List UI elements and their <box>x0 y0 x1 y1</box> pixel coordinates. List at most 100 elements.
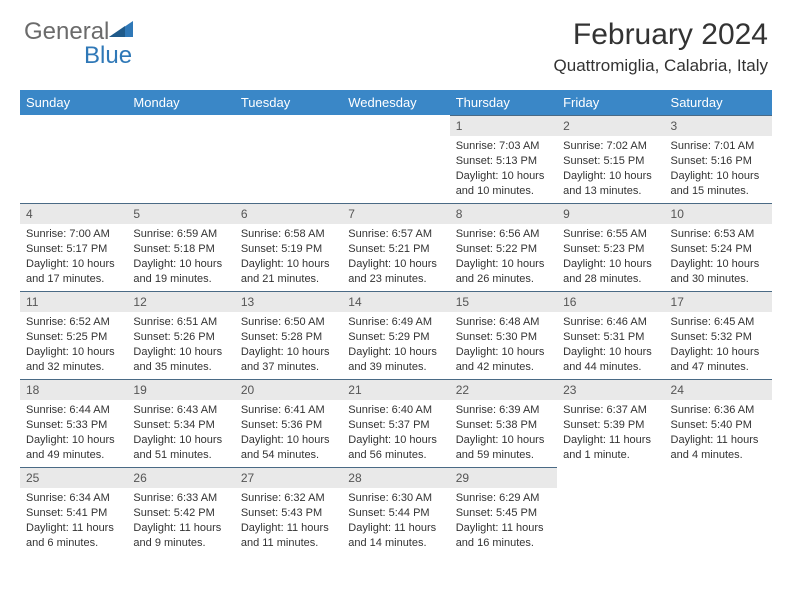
sunrise-line: Sunrise: 7:03 AM <box>456 139 551 154</box>
sunset-line: Sunset: 5:29 PM <box>348 330 443 345</box>
calendar-cell-empty <box>665 467 772 555</box>
calendar-cell: 1Sunrise: 7:03 AMSunset: 5:13 PMDaylight… <box>450 115 557 203</box>
calendar-cell-empty <box>557 467 664 555</box>
calendar-row: 1Sunrise: 7:03 AMSunset: 5:13 PMDaylight… <box>20 115 772 203</box>
calendar-cell: 3Sunrise: 7:01 AMSunset: 5:16 PMDaylight… <box>665 115 772 203</box>
daylight-line: Daylight: 11 hours and 4 minutes. <box>671 433 766 463</box>
day-number: 7 <box>342 203 449 224</box>
daylight-line: Daylight: 11 hours and 11 minutes. <box>241 521 336 551</box>
daylight-line: Daylight: 10 hours and 47 minutes. <box>671 345 766 375</box>
calendar-row: 25Sunrise: 6:34 AMSunset: 5:41 PMDayligh… <box>20 467 772 555</box>
day-body: Sunrise: 7:02 AMSunset: 5:15 PMDaylight:… <box>557 136 664 202</box>
weekday-header: Tuesday <box>235 90 342 115</box>
day-body: Sunrise: 7:03 AMSunset: 5:13 PMDaylight:… <box>450 136 557 202</box>
day-body: Sunrise: 6:41 AMSunset: 5:36 PMDaylight:… <box>235 400 342 466</box>
sunset-line: Sunset: 5:41 PM <box>26 506 121 521</box>
day-body: Sunrise: 6:29 AMSunset: 5:45 PMDaylight:… <box>450 488 557 554</box>
daylight-line: Daylight: 11 hours and 16 minutes. <box>456 521 551 551</box>
calendar-cell: 29Sunrise: 6:29 AMSunset: 5:45 PMDayligh… <box>450 467 557 555</box>
sunrise-line: Sunrise: 6:50 AM <box>241 315 336 330</box>
calendar-cell-empty <box>127 115 234 203</box>
day-number: 22 <box>450 379 557 400</box>
sunrise-line: Sunrise: 6:48 AM <box>456 315 551 330</box>
day-body: Sunrise: 6:30 AMSunset: 5:44 PMDaylight:… <box>342 488 449 554</box>
day-number: 5 <box>127 203 234 224</box>
day-body: Sunrise: 6:40 AMSunset: 5:37 PMDaylight:… <box>342 400 449 466</box>
day-number: 3 <box>665 115 772 136</box>
daylight-line: Daylight: 10 hours and 59 minutes. <box>456 433 551 463</box>
day-body: Sunrise: 6:34 AMSunset: 5:41 PMDaylight:… <box>20 488 127 554</box>
sunset-line: Sunset: 5:42 PM <box>133 506 228 521</box>
sunrise-line: Sunrise: 6:55 AM <box>563 227 658 242</box>
sunrise-line: Sunrise: 6:59 AM <box>133 227 228 242</box>
daylight-line: Daylight: 10 hours and 39 minutes. <box>348 345 443 375</box>
day-number: 1 <box>450 115 557 136</box>
calendar-cell: 25Sunrise: 6:34 AMSunset: 5:41 PMDayligh… <box>20 467 127 555</box>
sunset-line: Sunset: 5:40 PM <box>671 418 766 433</box>
sunset-line: Sunset: 5:28 PM <box>241 330 336 345</box>
day-number: 29 <box>450 467 557 488</box>
sunrise-line: Sunrise: 6:29 AM <box>456 491 551 506</box>
weekday-header: Wednesday <box>342 90 449 115</box>
sunrise-line: Sunrise: 6:41 AM <box>241 403 336 418</box>
sunrise-line: Sunrise: 6:32 AM <box>241 491 336 506</box>
calendar-cell: 18Sunrise: 6:44 AMSunset: 5:33 PMDayligh… <box>20 379 127 467</box>
day-number: 12 <box>127 291 234 312</box>
day-number: 28 <box>342 467 449 488</box>
sunset-line: Sunset: 5:38 PM <box>456 418 551 433</box>
calendar-cell: 19Sunrise: 6:43 AMSunset: 5:34 PMDayligh… <box>127 379 234 467</box>
sunrise-line: Sunrise: 6:49 AM <box>348 315 443 330</box>
sunrise-line: Sunrise: 6:45 AM <box>671 315 766 330</box>
daylight-line: Daylight: 10 hours and 51 minutes. <box>133 433 228 463</box>
calendar-table: SundayMondayTuesdayWednesdayThursdayFrid… <box>20 90 772 555</box>
day-body: Sunrise: 6:52 AMSunset: 5:25 PMDaylight:… <box>20 312 127 378</box>
daylight-line: Daylight: 10 hours and 28 minutes. <box>563 257 658 287</box>
daylight-line: Daylight: 10 hours and 35 minutes. <box>133 345 228 375</box>
daylight-line: Daylight: 10 hours and 30 minutes. <box>671 257 766 287</box>
sunset-line: Sunset: 5:33 PM <box>26 418 121 433</box>
calendar-cell: 2Sunrise: 7:02 AMSunset: 5:15 PMDaylight… <box>557 115 664 203</box>
day-body: Sunrise: 7:00 AMSunset: 5:17 PMDaylight:… <box>20 224 127 290</box>
daylight-line: Daylight: 10 hours and 10 minutes. <box>456 169 551 199</box>
sunset-line: Sunset: 5:37 PM <box>348 418 443 433</box>
logo-text-blue: Blue <box>84 42 132 70</box>
day-number: 14 <box>342 291 449 312</box>
sunset-line: Sunset: 5:18 PM <box>133 242 228 257</box>
title-block: February 2024 Quattromiglia, Calabria, I… <box>554 18 768 76</box>
day-number: 11 <box>20 291 127 312</box>
day-number: 16 <box>557 291 664 312</box>
calendar-cell: 28Sunrise: 6:30 AMSunset: 5:44 PMDayligh… <box>342 467 449 555</box>
calendar-cell: 9Sunrise: 6:55 AMSunset: 5:23 PMDaylight… <box>557 203 664 291</box>
header: General Blue February 2024 Quattromiglia… <box>0 0 792 84</box>
day-body: Sunrise: 6:43 AMSunset: 5:34 PMDaylight:… <box>127 400 234 466</box>
day-number: 25 <box>20 467 127 488</box>
calendar-row: 11Sunrise: 6:52 AMSunset: 5:25 PMDayligh… <box>20 291 772 379</box>
day-number: 13 <box>235 291 342 312</box>
day-body: Sunrise: 6:55 AMSunset: 5:23 PMDaylight:… <box>557 224 664 290</box>
daylight-line: Daylight: 10 hours and 44 minutes. <box>563 345 658 375</box>
calendar-row: 18Sunrise: 6:44 AMSunset: 5:33 PMDayligh… <box>20 379 772 467</box>
day-number: 2 <box>557 115 664 136</box>
sunrise-line: Sunrise: 6:46 AM <box>563 315 658 330</box>
sunrise-line: Sunrise: 7:00 AM <box>26 227 121 242</box>
sunrise-line: Sunrise: 6:40 AM <box>348 403 443 418</box>
day-number: 6 <box>235 203 342 224</box>
daylight-line: Daylight: 10 hours and 21 minutes. <box>241 257 336 287</box>
calendar-cell: 21Sunrise: 6:40 AMSunset: 5:37 PMDayligh… <box>342 379 449 467</box>
calendar-cell: 16Sunrise: 6:46 AMSunset: 5:31 PMDayligh… <box>557 291 664 379</box>
day-body: Sunrise: 6:44 AMSunset: 5:33 PMDaylight:… <box>20 400 127 466</box>
day-body: Sunrise: 6:51 AMSunset: 5:26 PMDaylight:… <box>127 312 234 378</box>
sunset-line: Sunset: 5:24 PM <box>671 242 766 257</box>
calendar-cell: 10Sunrise: 6:53 AMSunset: 5:24 PMDayligh… <box>665 203 772 291</box>
weekday-header: Sunday <box>20 90 127 115</box>
calendar-cell: 5Sunrise: 6:59 AMSunset: 5:18 PMDaylight… <box>127 203 234 291</box>
day-body: Sunrise: 6:50 AMSunset: 5:28 PMDaylight:… <box>235 312 342 378</box>
day-number: 19 <box>127 379 234 400</box>
calendar-cell-empty <box>20 115 127 203</box>
calendar-cell: 7Sunrise: 6:57 AMSunset: 5:21 PMDaylight… <box>342 203 449 291</box>
sunset-line: Sunset: 5:45 PM <box>456 506 551 521</box>
day-body: Sunrise: 6:56 AMSunset: 5:22 PMDaylight:… <box>450 224 557 290</box>
daylight-line: Daylight: 10 hours and 26 minutes. <box>456 257 551 287</box>
sunset-line: Sunset: 5:32 PM <box>671 330 766 345</box>
sunset-line: Sunset: 5:19 PM <box>241 242 336 257</box>
